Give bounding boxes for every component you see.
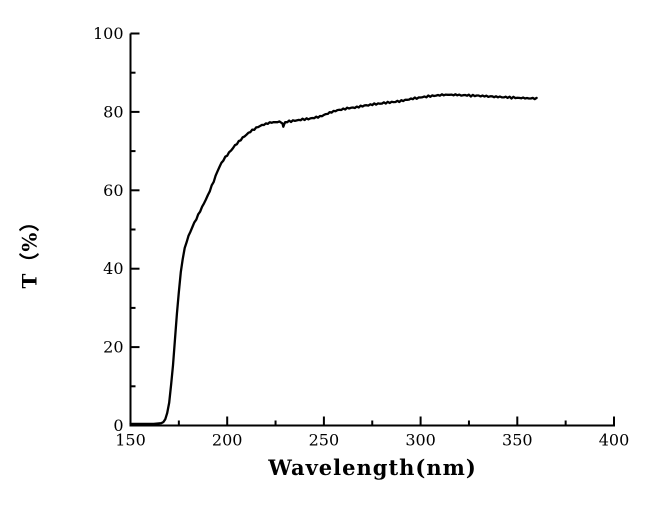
x-tick-label: 350 (502, 431, 533, 450)
y-tick-label: 20 (103, 338, 123, 357)
y-tick-label: 0 (113, 416, 123, 435)
y-tick-label: 60 (103, 181, 123, 200)
y-tick-label: 80 (103, 102, 123, 121)
y-axis-title: T（%） (17, 210, 42, 289)
x-axis-title: Wavelength(nm) (268, 455, 477, 480)
x-tick-label: 250 (309, 431, 340, 450)
y-tick-label: 100 (93, 24, 124, 43)
x-tick-label: 150 (115, 431, 146, 450)
x-tick-label: 200 (212, 431, 243, 450)
y-tick-label: 40 (103, 259, 123, 278)
transmittance-curve (129, 93, 538, 426)
x-tick-label: 400 (599, 431, 630, 450)
x-tick-label: 300 (405, 431, 436, 450)
